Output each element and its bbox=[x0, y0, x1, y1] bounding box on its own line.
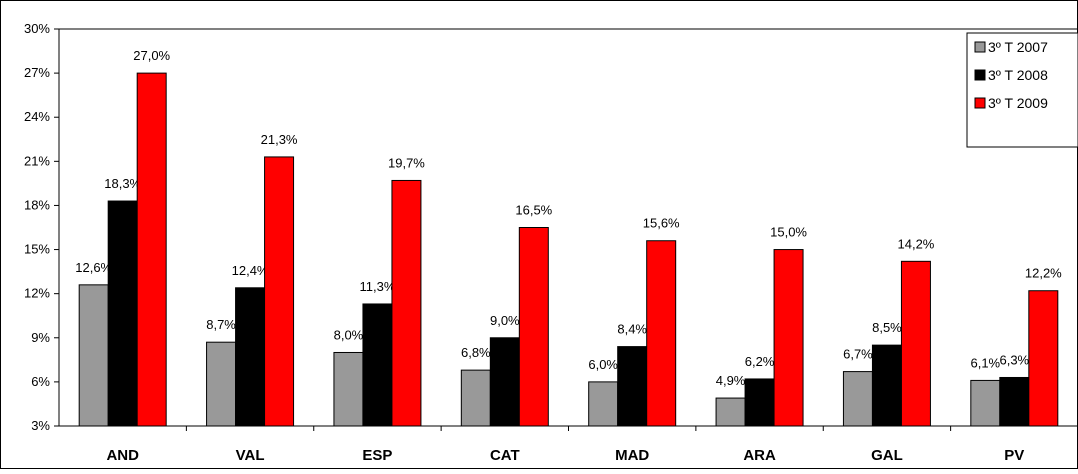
y-tick-label: 21% bbox=[24, 153, 50, 168]
bar bbox=[1028, 290, 1059, 427]
data-label: 8,4% bbox=[617, 322, 647, 337]
y-tick-label: 18% bbox=[24, 197, 50, 212]
y-tick-label: 30% bbox=[24, 21, 50, 36]
y-tick-label: 12% bbox=[24, 286, 50, 301]
data-label: 6,3% bbox=[999, 352, 1029, 367]
data-label: 15,0% bbox=[770, 225, 807, 240]
bar bbox=[333, 351, 364, 427]
data-label: 14,2% bbox=[898, 236, 935, 251]
data-label: 9,0% bbox=[490, 313, 520, 328]
bar bbox=[646, 240, 677, 427]
bar bbox=[107, 200, 138, 427]
plot-area: 3% 6% 9% 12% 15% 18% 21% 24% 27% 30% AND 12,6% 18,3%… bbox=[24, 21, 1078, 464]
bar bbox=[206, 341, 237, 427]
bar bbox=[617, 346, 648, 427]
data-label: 12,2% bbox=[1025, 266, 1062, 281]
bar bbox=[588, 381, 619, 427]
bar bbox=[489, 337, 520, 427]
bar bbox=[999, 376, 1030, 427]
bar bbox=[970, 379, 1001, 427]
bar bbox=[391, 179, 422, 427]
x-category-label: ARA bbox=[743, 447, 776, 464]
data-label: 11,3% bbox=[359, 279, 395, 294]
y-tick-label: 9% bbox=[31, 330, 50, 345]
data-label: 12,4% bbox=[232, 263, 269, 278]
legend: 3º T 2007 3º T 2008 3º T 2009 bbox=[966, 32, 1078, 148]
data-label: 6,8% bbox=[461, 345, 491, 360]
data-label: 8,7% bbox=[206, 317, 236, 332]
data-label: 27,0% bbox=[133, 48, 170, 63]
bar bbox=[715, 397, 746, 427]
bar bbox=[362, 303, 393, 427]
x-category-label: CAT bbox=[490, 447, 520, 464]
x-category-label: GAL bbox=[871, 447, 903, 464]
bar bbox=[842, 371, 873, 427]
data-label: 8,0% bbox=[334, 327, 364, 342]
legend-entry-label: 3º T 2007 bbox=[988, 39, 1048, 55]
legend-entry-label: 3º T 2008 bbox=[988, 67, 1048, 83]
legend-swatch bbox=[974, 41, 986, 53]
x-category-label: AND bbox=[106, 447, 139, 464]
legend-entry-label: 3º T 2009 bbox=[988, 95, 1048, 111]
legend-swatch bbox=[974, 97, 986, 109]
data-label: 16,5% bbox=[515, 203, 552, 218]
bar bbox=[518, 227, 549, 427]
y-tick-label: 3% bbox=[31, 418, 50, 433]
data-label: 6,7% bbox=[843, 347, 873, 362]
y-tick-label: 27% bbox=[24, 65, 50, 80]
bar bbox=[136, 72, 167, 427]
data-label: 6,2% bbox=[745, 354, 775, 369]
legend-swatch bbox=[974, 69, 986, 81]
data-label: 12,6% bbox=[75, 260, 112, 275]
bar bbox=[78, 284, 109, 427]
data-label: 15,6% bbox=[643, 216, 680, 231]
y-tick-label: 6% bbox=[31, 374, 50, 389]
bar bbox=[235, 287, 266, 427]
x-category-label: VAL bbox=[236, 447, 265, 464]
y-tick-label: 24% bbox=[24, 109, 50, 124]
data-label: 18,3% bbox=[104, 176, 141, 191]
data-label: 6,0% bbox=[588, 357, 618, 372]
data-label: 21,3% bbox=[261, 132, 298, 147]
bar bbox=[900, 260, 931, 427]
data-label: 19,7% bbox=[388, 155, 425, 170]
x-category-label: ESP bbox=[362, 447, 392, 464]
x-category-label: PV bbox=[1004, 447, 1024, 464]
bar bbox=[460, 369, 491, 427]
y-tick-label: 15% bbox=[24, 242, 50, 257]
bar bbox=[773, 249, 804, 427]
x-category-label: MAD bbox=[615, 447, 649, 464]
bar bbox=[871, 344, 902, 427]
data-label: 4,9% bbox=[716, 373, 746, 388]
data-label: 6,1% bbox=[970, 355, 1000, 370]
data-label: 8,5% bbox=[872, 320, 902, 335]
bar bbox=[264, 156, 295, 427]
bar bbox=[744, 378, 775, 427]
